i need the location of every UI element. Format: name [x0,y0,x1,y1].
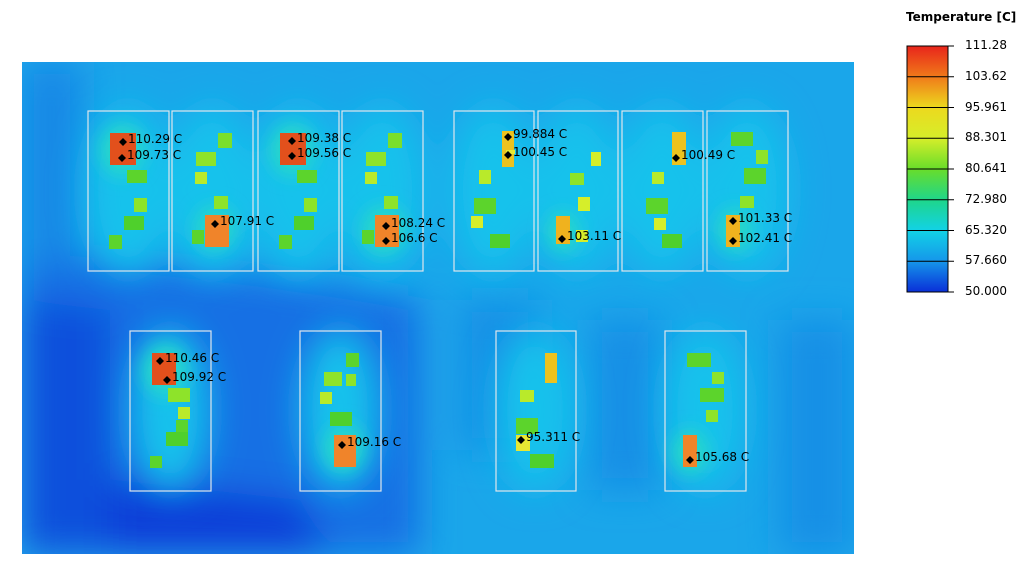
probe-marker [211,220,219,228]
probe-marker [382,237,390,245]
probe-label: 101.33 C [738,211,792,225]
probe-marker [163,376,171,384]
probe-label: 99.884 C [513,127,567,141]
probe-marker [504,133,512,141]
probe-marker [729,237,737,245]
legend-colorbar [906,45,954,293]
probe-marker [288,137,296,145]
probe-label: 109.38 C [297,131,351,145]
module-outline [621,110,704,272]
probe-label: 103.11 C [567,229,621,243]
probe-markers [118,133,737,464]
probe-label: 109.16 C [347,435,401,449]
probe-label: 110.29 C [128,132,182,146]
probe-marker [382,222,390,230]
probe-label: 108.24 C [391,216,445,230]
probe-marker [517,436,525,444]
module-outline [664,330,747,492]
probe-marker [156,357,164,365]
components [109,131,768,468]
module-outline [341,110,424,272]
probe-marker [288,152,296,160]
module-outline [299,330,382,492]
probe-label: 110.46 C [165,351,219,365]
probe-label: 109.56 C [297,146,351,160]
probe-label: 100.49 C [681,148,735,162]
probe-label: 109.92 C [172,370,226,384]
probe-marker [338,441,346,449]
probe-label: 107.91 C [220,214,274,228]
probe-label: 109.73 C [127,148,181,162]
probe-label: 100.45 C [513,145,567,159]
probe-label: 95.311 C [526,430,580,444]
module-outline [129,330,212,492]
module-outline [495,330,577,492]
module-outline [257,110,340,272]
probe-label: 105.68 C [695,450,749,464]
probe-marker [118,154,126,162]
probe-marker [686,456,694,464]
module-outline [706,110,789,272]
probe-marker [729,217,737,225]
module-outline [87,110,170,272]
probe-marker [504,151,512,159]
module-outline [171,110,254,272]
module-outline [453,110,535,272]
probe-label: 106.6 C [391,231,438,245]
probe-marker [119,138,127,146]
probe-marker [558,235,566,243]
module-outlines [87,110,789,492]
probe-marker [672,154,680,162]
probe-label: 102.41 C [738,231,792,245]
module-outline [537,110,619,272]
